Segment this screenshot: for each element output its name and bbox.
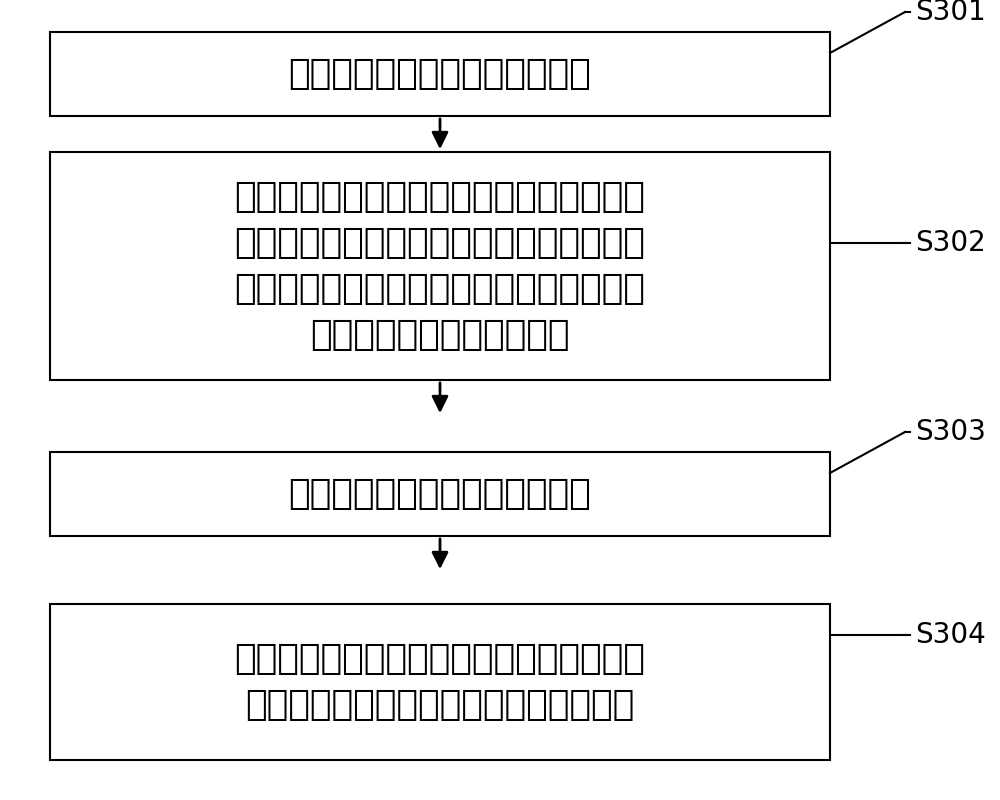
Text: S302: S302	[915, 230, 986, 258]
Text: S301: S301	[915, 0, 986, 26]
Text: S304: S304	[915, 621, 986, 650]
Text: 在室内环境湿度的第二变化值小于湿度变化
量阈值的情况下，控制室内风机反转并开启
电辅热，将经过蒸发器的空气经电加热后吹
至离子杀菌模块的电离子极: 在室内环境湿度的第二变化值小于湿度变化 量阈值的情况下，控制室内风机反转并开启 …	[235, 180, 645, 352]
Text: 确定室内环境湿度的第三变化值: 确定室内环境湿度的第三变化值	[289, 477, 591, 511]
Text: 在室内环境湿度的第三变化值小于湿度变化
量阈值的情况下，提高压缩机的工作频率: 在室内环境湿度的第三变化值小于湿度变化 量阈值的情况下，提高压缩机的工作频率	[235, 642, 645, 722]
Bar	[50, 604, 830, 760]
Bar	[50, 152, 830, 380]
Bar	[50, 452, 830, 536]
Bar	[50, 32, 830, 116]
Text: 确定室内环境湿度的第二变化值: 确定室内环境湿度的第二变化值	[289, 57, 591, 91]
Text: S303: S303	[915, 418, 986, 446]
